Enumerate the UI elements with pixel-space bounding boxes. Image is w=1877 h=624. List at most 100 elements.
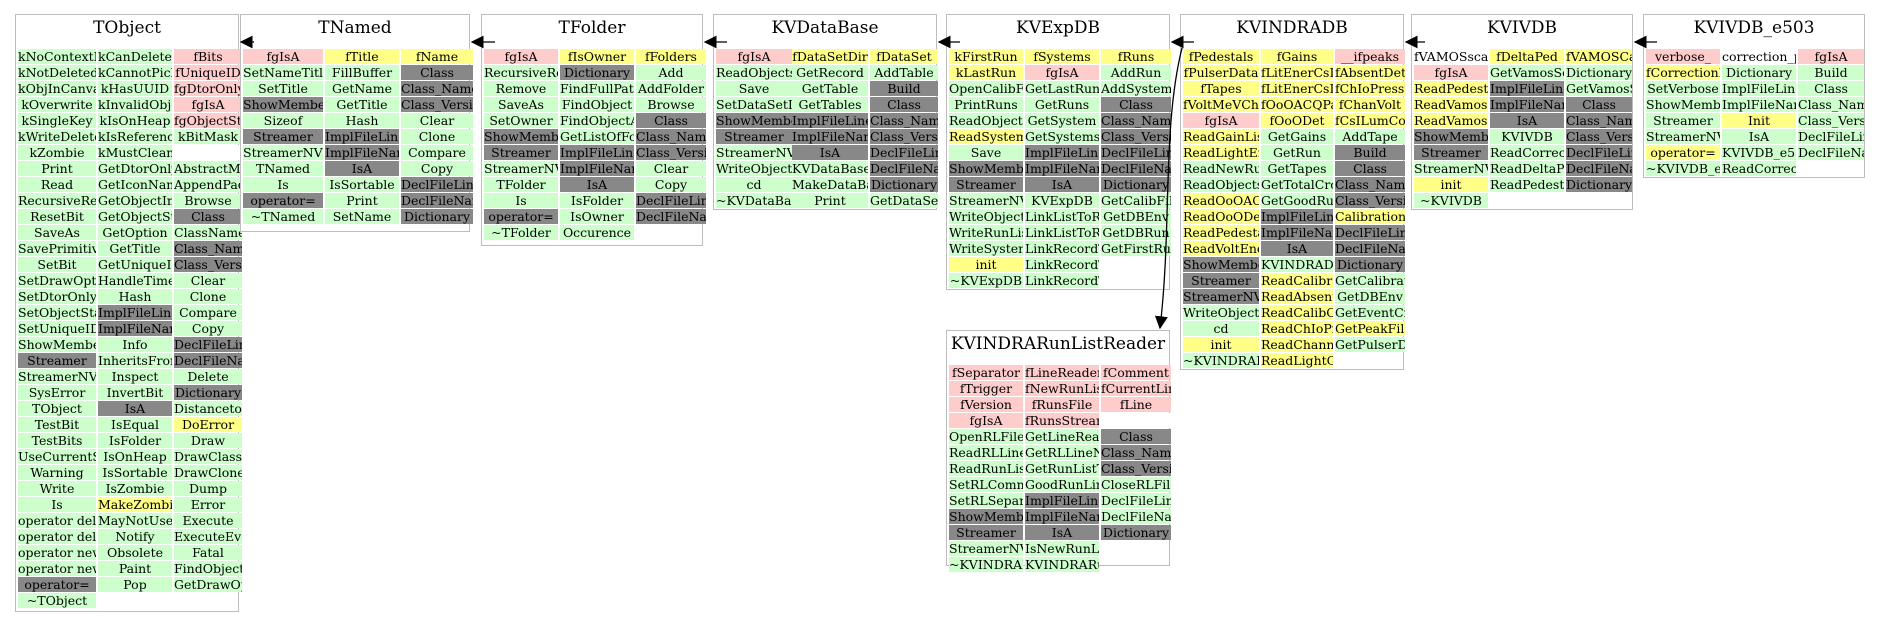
member-cell: ~KVDataBase <box>716 193 792 208</box>
member-cell: ShowMembers <box>949 509 1023 524</box>
member-cell: SetName <box>325 209 399 224</box>
member-cell: ~TNamed <box>243 209 323 224</box>
member-cell: DeclFileName <box>636 209 706 224</box>
member-cell: Warning <box>18 465 96 480</box>
member-cell: ReadObjects <box>716 65 792 80</box>
member-cell: DeclFileName <box>1101 509 1171 524</box>
member-cell: StreamerNVirtual <box>716 145 792 160</box>
member-cell: ReadRunList <box>949 461 1023 476</box>
member-cell: Class <box>401 65 473 80</box>
member-cell: Dictionary <box>1722 65 1796 80</box>
member-cell: operator= <box>243 193 323 208</box>
member-cell: DeclFileLine <box>401 177 473 192</box>
member-cell: DeclFileName <box>174 353 242 368</box>
member-cell: ReadVamosCalibrations <box>1414 97 1488 112</box>
member-cell: fLitEnerCsIZ1 <box>1261 81 1333 96</box>
member-cell: StreamerNVirtual <box>1646 129 1720 144</box>
member-cell: ShowMembers <box>18 337 96 352</box>
member-cell: Print <box>18 161 96 176</box>
member-cell: Hash <box>325 113 399 128</box>
member-cell: ReadNewRunList <box>1183 161 1259 176</box>
member-cell: fPedestals <box>1183 49 1259 64</box>
member-cell: Class_Name <box>1798 97 1864 112</box>
member-cell: LinkListToRunRanges <box>1025 209 1099 224</box>
member-cell: StreamerNVirtual <box>1183 289 1259 304</box>
member-cell: Obsolete <box>98 545 172 560</box>
member-cell: Dictionary <box>1335 257 1405 272</box>
member-cell: MakeDataBase <box>792 177 868 192</box>
member-cell: GetGoodRun <box>1261 193 1333 208</box>
member-cell: ImplFileName <box>792 129 868 144</box>
member-cell: ReadCorrectorFile <box>1722 161 1796 176</box>
member-cell: ~KVIVDB <box>1414 193 1488 208</box>
member-cell: fDataSetDir <box>792 49 868 64</box>
member-cell: DeclFileLine <box>1566 145 1632 160</box>
member-cell: InheritsFrom <box>98 353 172 368</box>
member-cell: LinkRecordToRunRange <box>1025 257 1099 272</box>
member-cell: Save <box>716 81 792 96</box>
member-cell: TestBits <box>18 433 96 448</box>
member-cell: ~KVIVDB_e503 <box>1646 161 1720 176</box>
member-cell: ImplFileLine <box>1025 493 1099 508</box>
member-cell: OpenRLFile <box>949 429 1023 444</box>
member-cell: kFirstRun <box>949 49 1023 64</box>
class-box-kvivdb_e503: KVIVDB_e503 verbose_fCorrectionParameters… <box>1643 14 1865 178</box>
member-cell: GetCalibFileName <box>1101 193 1171 208</box>
member-cell: ~TFolder <box>484 225 558 240</box>
member-cell: Streamer <box>18 353 96 368</box>
member-cell: IsSortable <box>98 465 172 480</box>
member-cell: Class <box>1335 161 1405 176</box>
member-cell: fComment <box>1101 365 1171 380</box>
member-cell: Sizeof <box>243 113 323 128</box>
member-cell: ClassName <box>174 225 242 240</box>
member-cell: Dictionary <box>870 177 938 192</box>
member-cell: GetLineReader <box>1025 429 1099 444</box>
member-cell: GetRLLineNumber <box>1025 445 1099 460</box>
member-cell: IsSortable <box>325 177 399 192</box>
member-cell: fNewRunList <box>1025 381 1099 396</box>
member-cell: ReadAbsentDetectors <box>1261 289 1333 304</box>
member-cell: IsNewRunList <box>1025 541 1099 556</box>
member-cell: Dictionary <box>1101 177 1171 192</box>
member-cell: GetDrawOption <box>174 577 242 592</box>
member-cell: GetVamosScalerNameBuild <box>1566 81 1632 96</box>
member-cell: ReadDeltaPedestal <box>1490 161 1564 176</box>
member-cell: Read <box>18 177 96 192</box>
member-cell: fFolders <box>636 49 706 64</box>
member-cell: GetTable <box>792 81 868 96</box>
member-cell: KVDataBase <box>792 161 868 176</box>
member-cell: GetTapes <box>1261 161 1333 176</box>
class-title: TNamed <box>318 18 392 38</box>
member-cell: FindFullPathName <box>560 81 634 96</box>
member-cell: GetFirstRunNumber <box>1101 241 1171 256</box>
member-cell: GetLastRunNumber <box>1025 81 1099 96</box>
member-cell: fBits <box>174 49 242 64</box>
class-box-kvindrarunlistreader: KVINDRARunListReader fSeparator fTrigger fV… <box>946 330 1171 572</box>
member-cell: ImplFileName <box>560 161 634 176</box>
member-cell: PrintRuns <box>949 97 1023 112</box>
member-cell: SetRLCommentChar <box>949 477 1023 492</box>
member-cell: GetDataSetDir <box>870 193 938 208</box>
member-cell: Class_Version <box>1101 461 1171 476</box>
member-cell: Build <box>870 81 938 96</box>
member-cell: RecursiveRemove <box>484 65 558 80</box>
member-cell: GetObjectInfo <box>98 193 172 208</box>
member-cell: fIsOwner <box>560 49 634 64</box>
member-cell: ShowMembers <box>243 97 323 112</box>
member-cell: Class_Name <box>401 81 473 96</box>
member-cell: StreamerNVirtual <box>484 161 558 176</box>
member-cell: Paint <box>98 561 172 576</box>
member-cell: fVAMOSCalConf <box>1566 49 1632 64</box>
member-cell: Delete <box>174 369 242 384</box>
member-cell: Info <box>98 337 172 352</box>
member-cell: GetOption <box>98 225 172 240</box>
member-cell: IsA <box>325 161 399 176</box>
member-cell: Streamer <box>716 129 792 144</box>
member-cell: Clone <box>401 129 473 144</box>
member-cell: GetVamosScalerName <box>1490 65 1564 80</box>
member-cell: fRunsFile <box>1025 397 1099 412</box>
member-cell: Class_Version <box>1798 113 1864 128</box>
member-cell: Clear <box>636 161 706 176</box>
class-box-tfolder: TFolderfgIsARecursiveRemoveRemoveSaveAsS… <box>481 14 706 246</box>
member-cell: kCanDelete <box>98 49 172 64</box>
